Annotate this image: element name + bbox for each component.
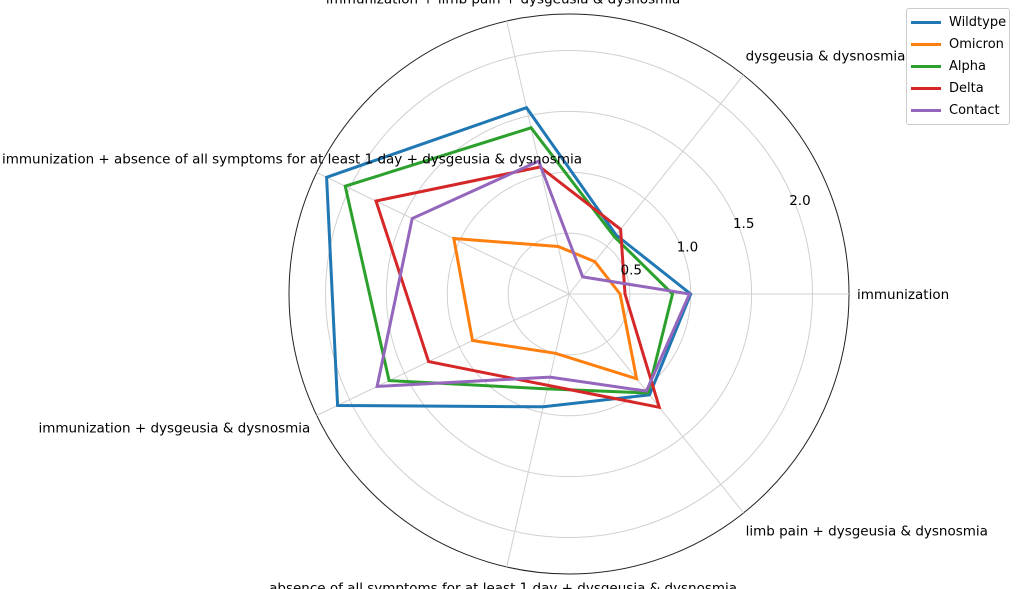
legend-swatch [911,42,941,46]
spoke-line [316,172,570,295]
category-label: limb pain + dysgeusia & dysnosmia [746,523,988,539]
series-omicron [451,236,639,381]
legend-swatch [911,20,941,24]
legend-swatch [911,108,941,112]
spoke-line [568,74,744,295]
legend-label: Omicron [949,36,1004,52]
category-label: absence of all symptoms for at least 1 d… [269,581,737,589]
r-tick-label: 1.5 [733,216,754,232]
legend: Wildtype Omicron Alpha Delta Contact [906,8,1010,125]
legend-label: Wildtype [949,14,1007,30]
category-label: immunization + absence of all symptoms f… [2,152,582,168]
category-label: immunization + dysgeusia & dysnosmia [38,420,310,436]
axis-labels: 0.5 1.0 1.5 2.0 immunization dysgeusia & dysn… [2,0,988,589]
category-label: dysgeusia & dysnosmia [746,49,906,65]
legend-item: Alpha [907,55,1009,77]
radar-grid [288,13,850,575]
series-alpha [343,126,675,395]
spoke-line [506,293,570,568]
legend-swatch [911,86,941,90]
legend-item: Contact [907,99,1009,121]
spoke-line [316,293,570,416]
legend-label: Delta [949,80,984,96]
r-tick-label: 0.5 [620,263,641,279]
legend-label: Contact [949,102,1000,118]
r-tick-label: 1.0 [677,239,698,255]
series-contact [375,159,692,393]
category-label: immunization [857,287,949,303]
legend-item: Wildtype [907,11,1009,33]
series-layer [325,105,693,410]
r-tick-label: 2.0 [789,193,810,209]
spoke-line [506,20,570,295]
legend-label: Alpha [949,58,986,74]
series-delta [374,165,662,410]
legend-item: Omicron [907,33,1009,55]
spoke-line [568,293,744,514]
legend-item: Delta [907,77,1009,99]
legend-swatch [911,64,941,68]
category-label: immunization + limb pain + dysgeusia & d… [326,0,680,7]
